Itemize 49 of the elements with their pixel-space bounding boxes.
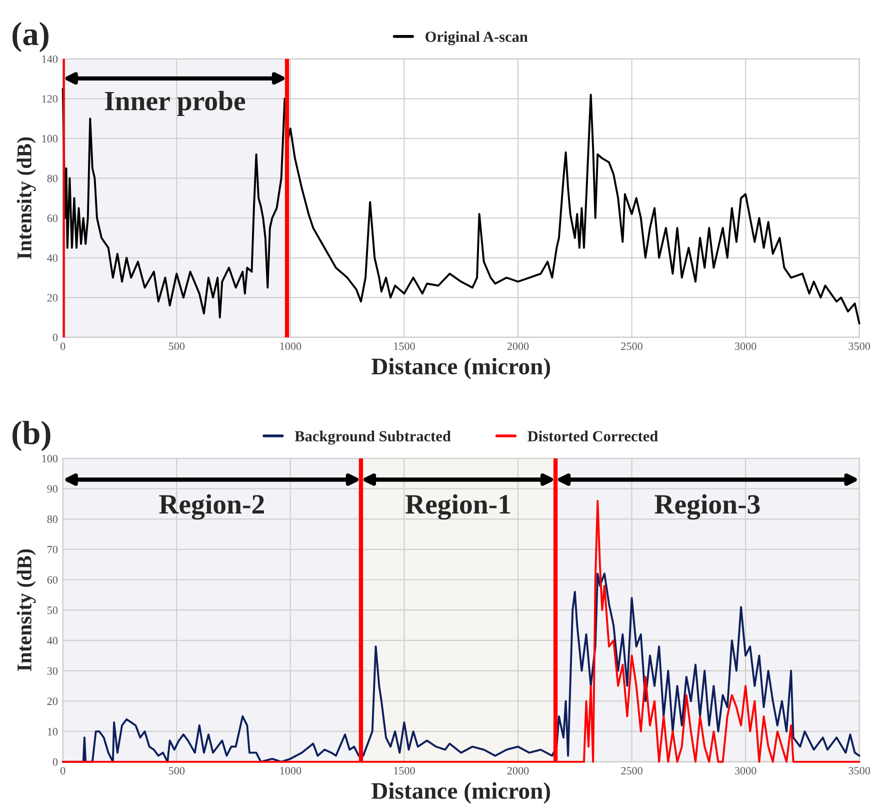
x-tick-label: 1500 <box>394 342 415 350</box>
legend-label: Distorted Corrected <box>528 430 658 442</box>
x-tick-label: 1000 <box>280 342 302 350</box>
y-tick-label: 40 <box>47 636 58 644</box>
y-tick-label: 50 <box>48 606 58 614</box>
y-tick-label: 80 <box>47 516 58 524</box>
x-axis-title: Distance (micron) <box>372 358 550 380</box>
x-tick-label: 1000 <box>280 766 302 774</box>
x-tick-label: 1500 <box>394 766 415 774</box>
chart-title: (b) <box>12 420 50 452</box>
x-tick-label: 2500 <box>621 342 642 350</box>
y-tick-label: 60 <box>47 214 58 222</box>
y-tick-label: 0 <box>52 758 58 766</box>
x-tick-label: 2000 <box>507 766 529 774</box>
legend-label: Background Subtracted <box>294 430 451 445</box>
band-label: Region-2 <box>159 494 264 520</box>
y-tick-label: 100 <box>42 454 58 462</box>
y-axis-title: Intensity (dB) <box>16 137 36 260</box>
y-tick-label: 10 <box>48 728 58 736</box>
y-tick-label: 60 <box>47 576 58 584</box>
x-tick-label: 3500 <box>848 766 870 774</box>
x-tick-label: 3000 <box>734 342 756 350</box>
x-tick-label: 500 <box>168 766 185 774</box>
y-tick-label: 20 <box>47 294 58 302</box>
y-tick-label: 70 <box>48 546 58 554</box>
legend-label: Original A-scan <box>426 31 528 46</box>
y-tick-label: 120 <box>42 95 58 103</box>
chart-title: (a) <box>12 22 48 52</box>
band-label: Region-3 <box>654 494 760 520</box>
y-tick-label: 30 <box>47 667 58 675</box>
x-tick-label: 2500 <box>621 766 642 774</box>
x-tick-label: 0 <box>60 342 66 350</box>
y-axis-title: Intensity (dB) <box>16 549 36 672</box>
x-tick-label: 2000 <box>507 342 529 350</box>
line-series <box>62 88 860 324</box>
x-tick-label: 3000 <box>734 766 756 774</box>
x-axis-title: Distance (micron) <box>372 782 550 804</box>
y-tick-label: 20 <box>47 698 58 706</box>
y-tick-label: 100 <box>42 134 58 142</box>
band-label: Inner probe <box>104 90 246 116</box>
x-tick-label: 500 <box>168 342 185 350</box>
band-label: Region-1 <box>405 494 510 520</box>
y-tick-label: 80 <box>47 174 58 182</box>
y-tick-label: 40 <box>47 254 58 262</box>
y-tick-label: 140 <box>42 55 58 63</box>
y-tick-label: 90 <box>47 485 58 493</box>
x-tick-label: 3500 <box>848 342 870 350</box>
x-tick-label: 0 <box>60 766 66 774</box>
y-tick-label: 0 <box>52 334 58 342</box>
